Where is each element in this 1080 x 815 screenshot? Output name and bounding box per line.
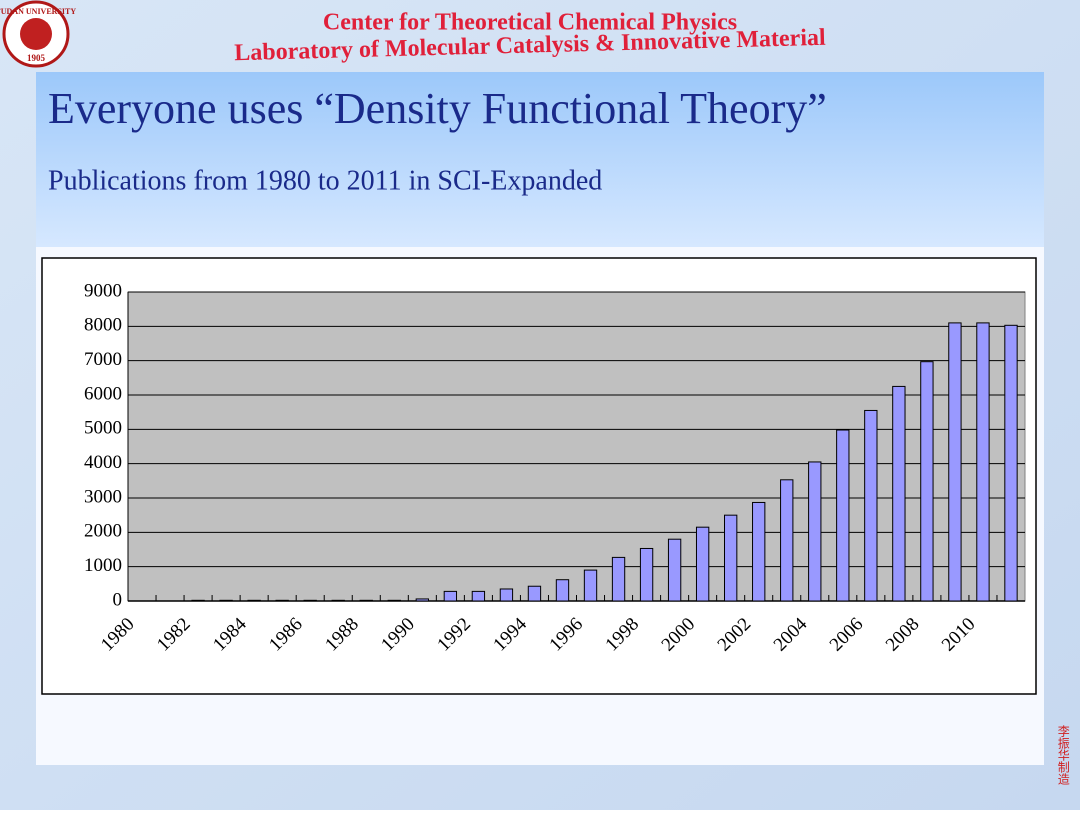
y-tick-label: 0 [113,589,123,610]
signature: 李振华制造 [1056,724,1070,785]
logo-core [20,18,52,50]
y-tick-label: 8000 [84,315,122,336]
bar [219,599,233,602]
bar [948,322,962,602]
bar [920,361,934,602]
bar [275,599,289,602]
y-tick-label: 7000 [84,349,122,370]
y-tick-label: 2000 [84,521,122,542]
bar [611,556,626,602]
bar [555,579,570,602]
y-tick-label: 4000 [84,452,122,473]
bar [331,599,345,602]
bar [583,569,598,602]
bar [387,599,401,602]
bar [247,599,261,602]
y-tick-label: 1000 [84,555,122,576]
bar [808,461,822,602]
slide-title: Everyone uses “Density Functional Theory… [48,84,827,133]
plot-area [127,291,1026,602]
bar [443,590,458,602]
slide-subtitle: Publications from 1980 to 2011 in SCI-Ex… [48,165,602,196]
bar [1004,324,1018,602]
bar [527,585,542,602]
title-panel [36,72,1044,247]
bar [499,588,514,602]
bar [780,479,794,602]
bar [471,590,486,602]
header-line1: Center for Theoretical Chemical Physics [323,10,737,36]
bar [892,385,906,602]
bar [667,538,682,602]
y-tick-label: 3000 [84,486,122,507]
bar [724,514,738,602]
y-tick-label: 9000 [84,280,122,301]
y-tick-label: 6000 [84,383,122,404]
bar [303,599,317,602]
bar [836,429,850,602]
bar [415,598,429,602]
logo-text: FUDAN UNIVERSITY [0,7,76,16]
bar [752,501,766,602]
y-tick-label: 5000 [84,418,122,439]
bar [639,547,654,602]
bar [359,599,373,602]
bar [695,526,710,602]
bar [976,322,990,602]
bar [864,409,878,602]
bar [191,599,205,602]
logo-year: 1905 [27,53,46,63]
